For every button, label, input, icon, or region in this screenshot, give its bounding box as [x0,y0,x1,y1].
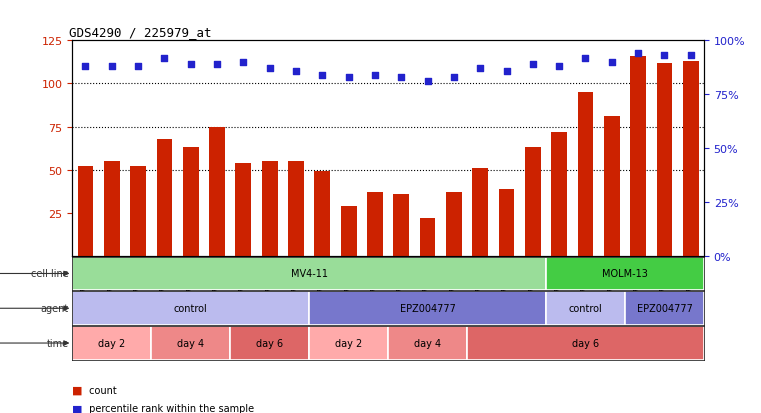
Point [106,64,118,70]
Text: count: count [86,385,116,395]
Point [606,59,618,66]
Bar [314,172,330,256]
Bar [525,148,541,256]
Text: day 2: day 2 [335,338,362,348]
Text: EPZ004777: EPZ004777 [636,304,693,313]
Text: control: control [174,304,208,313]
Bar [467,326,704,360]
Text: MV4-11: MV4-11 [291,269,328,279]
Text: GDS4290 / 225979_at: GDS4290 / 225979_at [69,26,212,39]
Text: day 6: day 6 [256,338,283,348]
Point [237,59,250,66]
Text: ■: ■ [72,385,83,395]
Point [211,62,223,68]
Point [685,53,697,59]
Bar [388,326,467,360]
Point [501,68,513,75]
Bar [78,167,94,256]
Bar [625,292,704,325]
Bar [72,257,546,291]
Bar [473,169,488,256]
Point [158,55,170,62]
Bar [657,64,673,256]
Bar [551,132,567,256]
Point [317,72,329,79]
Point [553,64,565,70]
Bar [262,161,278,256]
Bar [578,93,594,256]
Bar [546,257,704,291]
Text: day 4: day 4 [414,338,441,348]
Point [422,79,434,85]
Point [132,64,144,70]
Bar [604,117,619,256]
Point [658,53,670,59]
Text: day 4: day 4 [177,338,204,348]
Point [79,64,91,70]
Text: day 2: day 2 [98,338,126,348]
Text: ■: ■ [72,404,83,413]
Bar [288,161,304,256]
Point [369,72,381,79]
Bar [446,192,462,256]
Point [263,66,275,73]
Text: percentile rank within the sample: percentile rank within the sample [86,404,254,413]
Bar [103,161,119,256]
Bar [498,189,514,256]
Bar [393,194,409,256]
Bar [420,218,435,256]
Point [342,74,355,81]
Point [185,62,197,68]
Bar [130,167,146,256]
Bar [151,326,231,360]
Point [290,68,302,75]
Bar [341,206,356,256]
Bar [72,326,151,360]
Point [395,74,407,81]
Bar [72,292,309,325]
Point [579,55,591,62]
Text: EPZ004777: EPZ004777 [400,304,456,313]
Point [632,51,645,57]
Bar [546,292,625,325]
Bar [231,326,309,360]
Text: time: time [46,338,68,348]
Point [527,62,539,68]
Bar [630,57,646,256]
Text: control: control [568,304,603,313]
Text: MOLM-13: MOLM-13 [602,269,648,279]
Bar [367,192,383,256]
Bar [309,292,546,325]
Bar [683,62,699,256]
Bar [157,139,172,256]
Bar [235,163,251,256]
Point [474,66,486,73]
Point [447,74,460,81]
Text: day 6: day 6 [572,338,599,348]
Bar [309,326,388,360]
Text: agent: agent [40,304,68,313]
Bar [209,127,225,256]
Text: cell line: cell line [30,269,68,279]
Bar [183,148,199,256]
